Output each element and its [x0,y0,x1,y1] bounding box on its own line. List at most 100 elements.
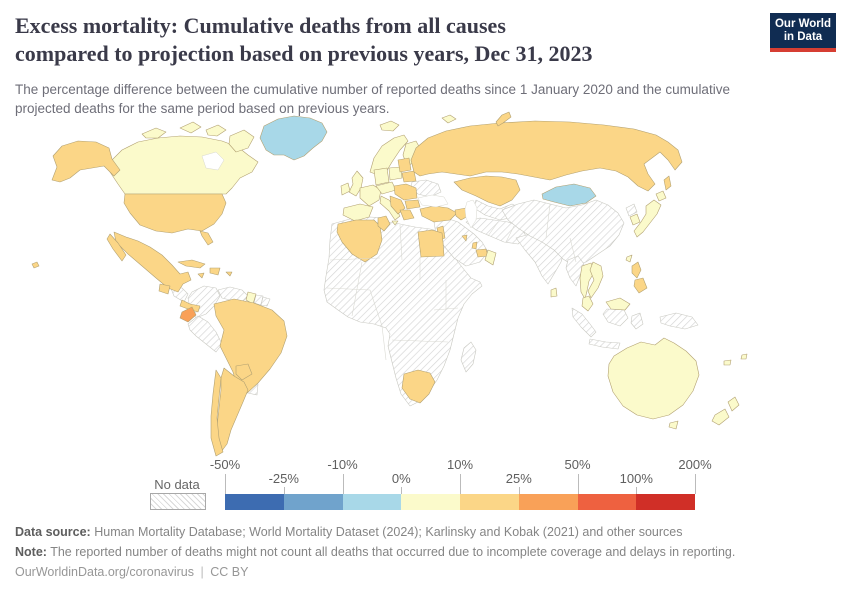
country-canadian-arctic[interactable] [141,127,167,139]
country-japan[interactable] [633,199,662,238]
country-taiwan[interactable] [625,254,633,263]
country-hispaniola[interactable] [209,267,221,276]
country-hawaii[interactable] [31,261,40,269]
legend-no-data-swatch[interactable] [150,493,206,510]
country-myanmar[interactable] [565,255,585,287]
legend-tick-line [283,487,285,494]
legend-bin-6[interactable] [577,494,637,510]
country-sicily[interactable] [391,220,399,226]
country-java[interactable] [588,338,621,350]
legend-tick-label: 25% [505,471,532,486]
legend-bin-1[interactable] [283,494,343,510]
legend-bin-0[interactable] [225,494,284,510]
country-canadian-arctic[interactable] [205,124,227,137]
country-bulgaria[interactable] [404,199,421,210]
country-borneo-malaysia[interactable] [605,297,631,311]
country-nz-south[interactable] [711,408,730,426]
legend-bin-4[interactable] [460,494,519,510]
country-france[interactable] [359,184,382,207]
legend-bin-5[interactable] [518,494,578,510]
legend-tick-label: 0% [391,471,411,486]
country-canadian-arctic[interactable] [179,121,202,134]
country-egypt[interactable] [417,229,445,258]
country-vietnam[interactable] [587,261,604,299]
legend-bin-2[interactable] [342,494,402,510]
hudson-bay [201,151,225,171]
country-baja-california[interactable] [106,233,127,262]
country-cuba[interactable] [177,259,206,269]
country-svalbard[interactable] [441,114,457,124]
owid-logo[interactable]: Our World in Data [770,13,836,52]
country-sulawesi[interactable] [630,312,644,330]
country-hungary-romania[interactable] [393,183,418,201]
legend-tick-line [225,474,226,494]
country-florida[interactable] [199,230,214,246]
country-oman[interactable] [484,249,497,266]
country-uk[interactable] [348,170,364,197]
owid-url[interactable]: OurWorldinData.org/coronavirus [15,565,195,579]
country-iberia[interactable] [342,203,374,222]
country-sri-lanka[interactable] [550,287,558,298]
country-chile[interactable] [210,369,224,457]
country-nz-north[interactable] [727,396,740,412]
country-borneo-indonesia[interactable] [602,308,629,327]
legend-tick-line [577,474,579,494]
country-jamaica[interactable] [197,272,205,279]
country-ecuador[interactable] [179,306,197,323]
country-poland[interactable] [388,166,403,181]
license-text[interactable]: CC BY [210,565,249,579]
country-guatemala[interactable] [158,283,171,295]
country-russia[interactable] [410,120,683,192]
country-algeria[interactable] [336,219,383,263]
country-philippines[interactable] [631,261,648,294]
country-fiji[interactable] [740,353,748,360]
country-australia[interactable] [607,337,700,420]
legend-bin-7[interactable] [636,494,695,510]
country-puerto-rico[interactable] [225,271,233,277]
country-mongolia[interactable] [541,183,597,207]
country-madagascar[interactable] [460,341,477,373]
owid-logo-line-2: in Data [783,31,823,43]
country-tasmania[interactable] [668,420,679,430]
country-novaya-zemlya[interactable] [495,111,512,127]
country-usa[interactable] [123,193,227,234]
legend-tick-label: -50% [209,457,241,472]
interior-borders [326,203,577,361]
country-sumatra[interactable] [571,307,597,338]
country-belarus[interactable] [401,170,417,183]
country-venezuela[interactable] [217,286,249,303]
country-africa[interactable] [323,216,483,407]
country-sakhalin[interactable] [663,175,672,191]
country-canadian-arctic[interactable] [228,129,255,153]
country-iceland[interactable] [379,120,400,132]
country-fr-guiana[interactable] [260,296,271,307]
country-germany[interactable] [373,167,390,186]
country-qatar[interactable] [471,241,478,250]
country-new-caledonia[interactable] [723,359,732,366]
country-mexico[interactable] [113,231,192,293]
country-peru[interactable] [187,315,223,353]
country-paraguay[interactable] [235,363,253,381]
page-title: Excess mortality: Cumulative deaths from… [15,12,715,68]
country-papua[interactable] [659,312,699,330]
country-greenland[interactable] [259,115,328,161]
country-baltics[interactable] [397,157,412,173]
country-south-africa[interactable] [401,369,436,404]
country-kazakhstan[interactable] [453,175,521,207]
country-argentina[interactable] [214,367,249,453]
legend-tick-line [518,487,520,494]
legend-bin-3[interactable] [401,494,460,510]
country-china[interactable] [501,199,625,267]
country-italy[interactable] [379,195,401,221]
country-brazil[interactable] [213,298,288,395]
country-hokkaido[interactable] [655,190,667,202]
country-kuwait[interactable] [461,234,468,242]
country-malaysia-peninsula[interactable] [581,295,594,312]
country-greece[interactable] [399,209,415,221]
country-south-korea[interactable] [629,213,641,226]
country-tunisia[interactable] [377,215,391,232]
country-ireland[interactable] [340,182,351,196]
country-north-korea[interactable] [625,203,638,217]
country-costa-rica-panama[interactable] [179,299,201,313]
country-alaska[interactable] [51,140,121,183]
